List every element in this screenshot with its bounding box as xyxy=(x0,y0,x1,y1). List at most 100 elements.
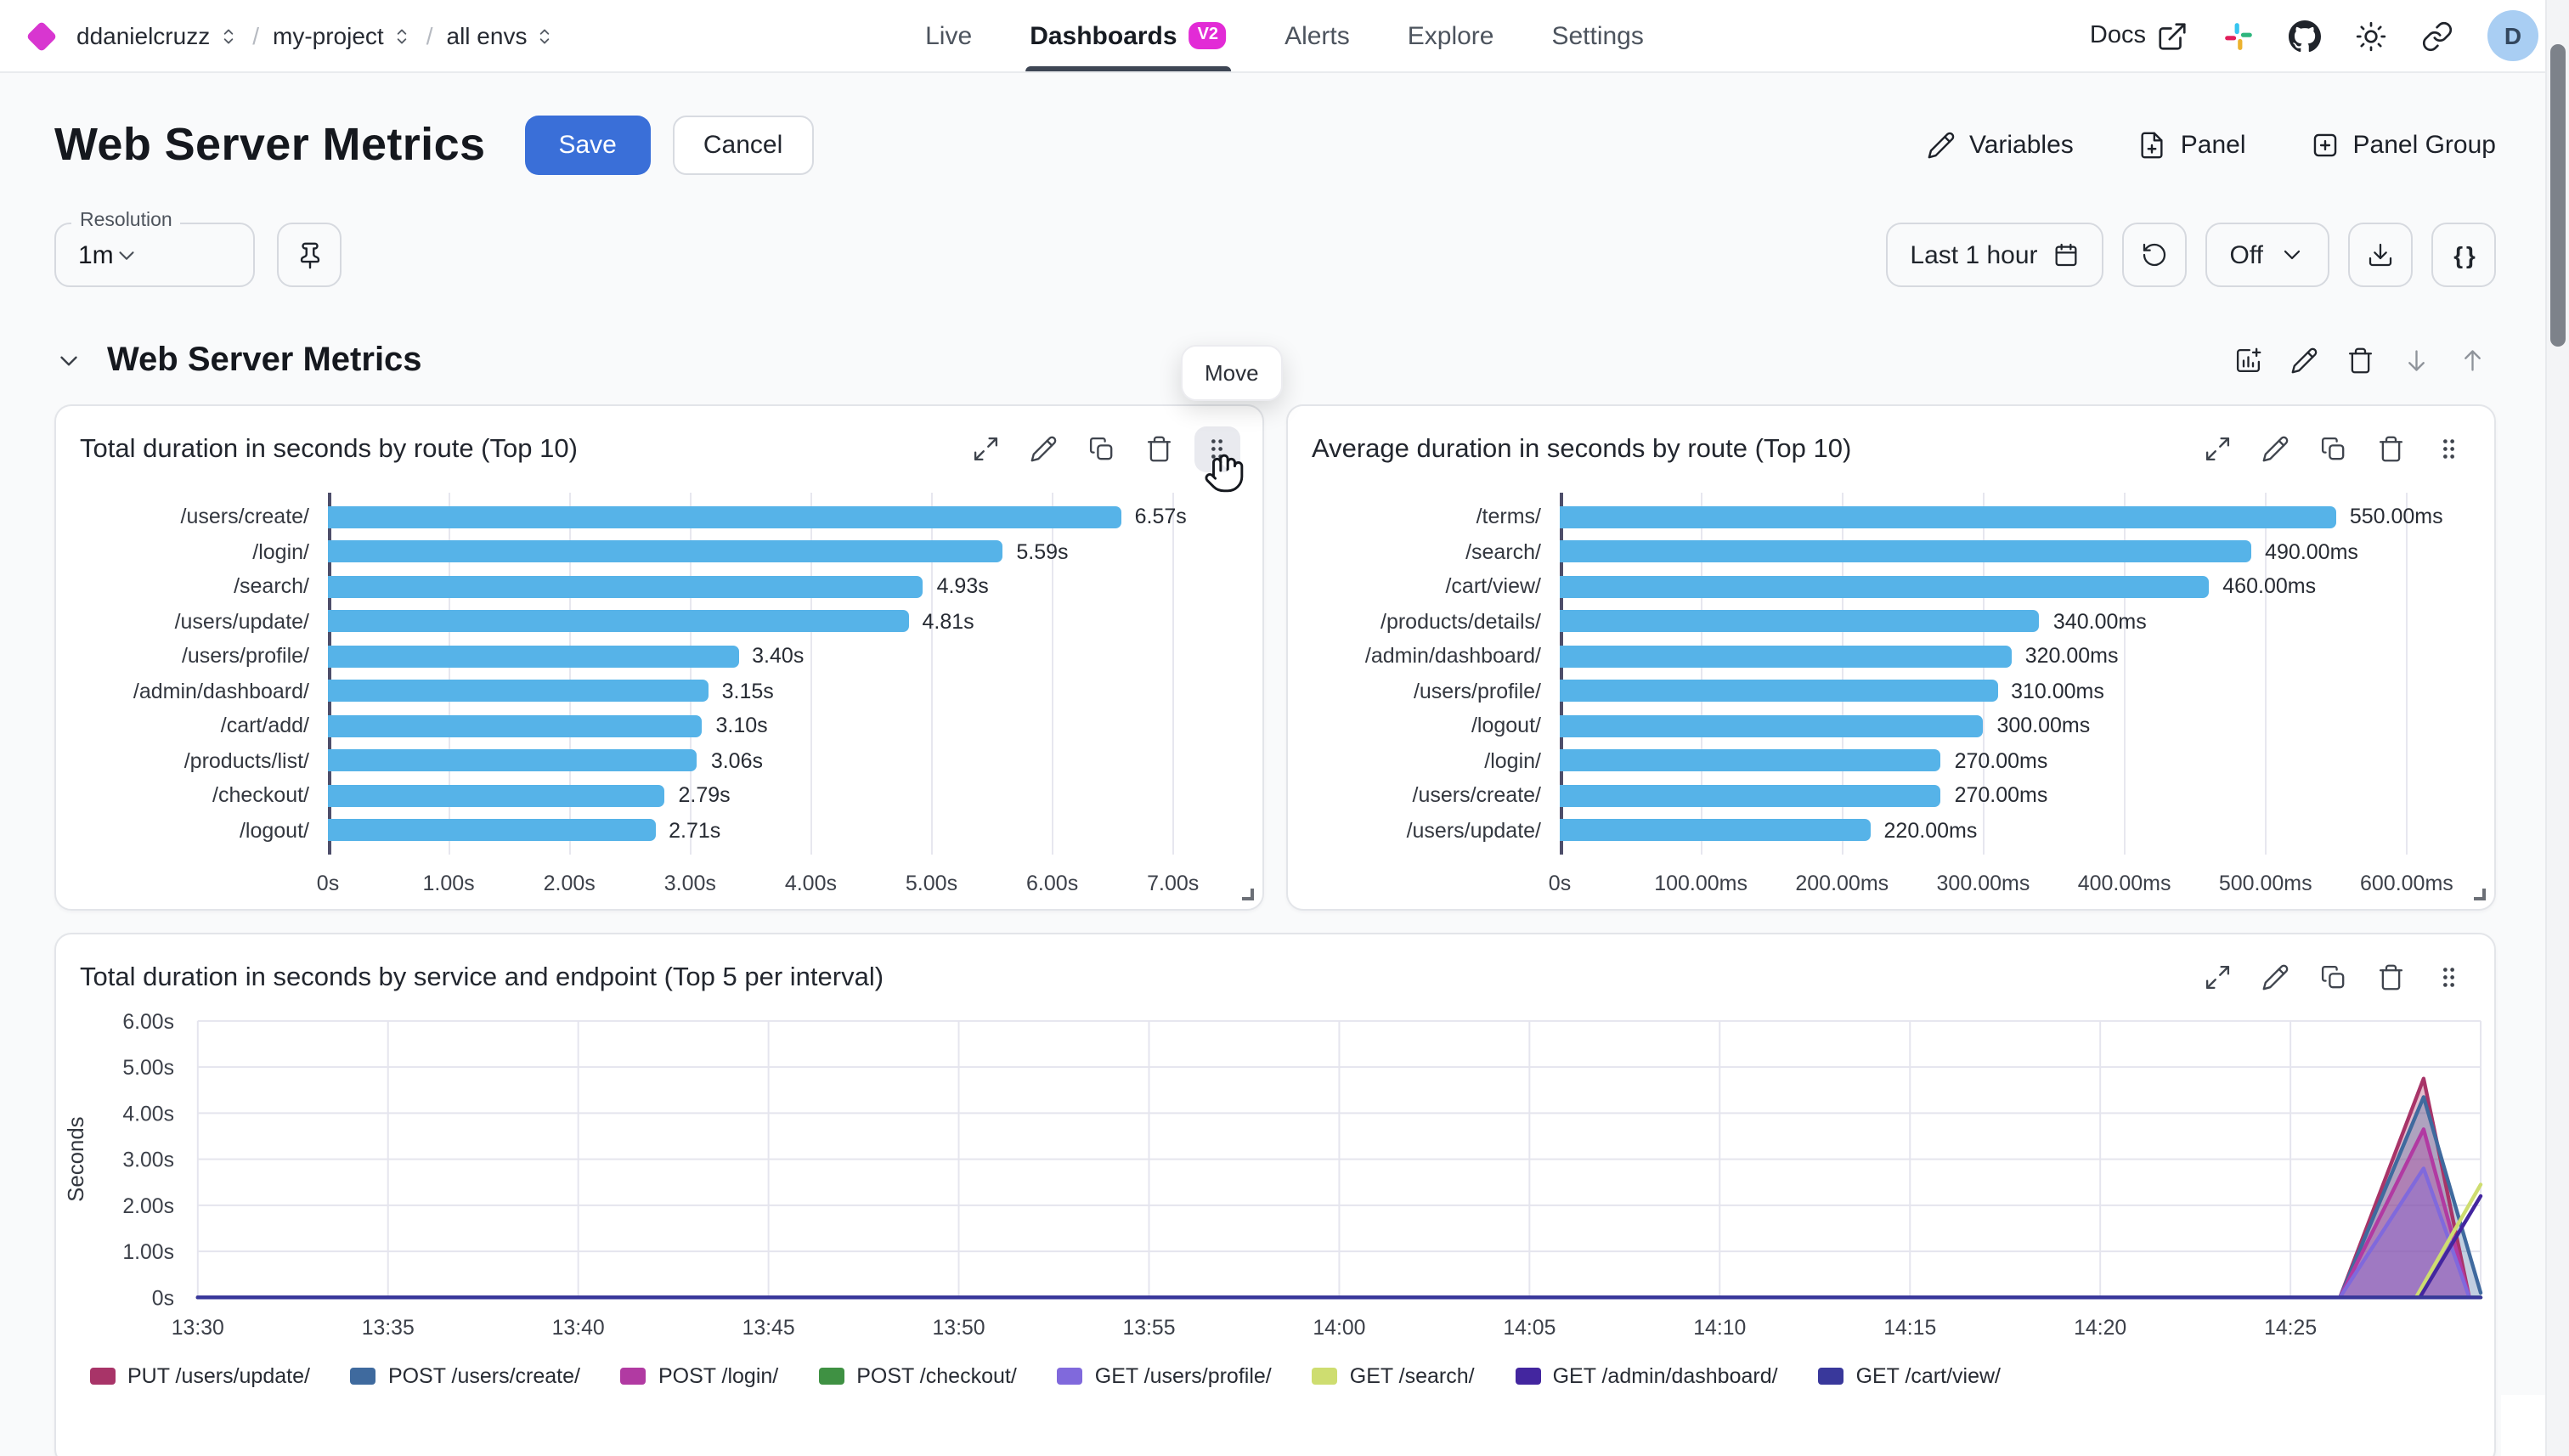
external-link-icon xyxy=(2156,20,2188,52)
bar-value-label: 270.00ms xyxy=(1954,748,2048,773)
avatar[interactable]: D xyxy=(2487,10,2538,61)
x-axis-tick: 300.00ms xyxy=(1936,872,2030,895)
auto-refresh-select[interactable]: Off xyxy=(2205,223,2329,287)
move-group-down-icon[interactable] xyxy=(2394,338,2440,384)
bar-value-label: 220.00ms xyxy=(1883,818,1978,843)
svg-text:13:30: 13:30 xyxy=(172,1317,224,1340)
x-axis-tick: 1.00s xyxy=(422,872,475,895)
legend-label: GET /admin/dashboard/ xyxy=(1552,1364,1778,1389)
resolution-select[interactable]: Resolution 1m xyxy=(54,211,255,287)
breadcrumb-env[interactable]: all envs xyxy=(447,22,556,49)
bar-category-label: /admin/dashboard/ xyxy=(1364,644,1541,669)
time-range-button[interactable]: Last 1 hour xyxy=(1886,223,2104,287)
x-axis-tick: 500.00ms xyxy=(2218,872,2312,895)
breadcrumb-org[interactable]: ddanielcruzz xyxy=(76,22,239,49)
bar-value-label: 2.79s xyxy=(678,783,731,808)
legend-item[interactable]: GET /search/ xyxy=(1312,1365,1475,1389)
docs-label: Docs xyxy=(2089,22,2146,49)
x-axis: 0s 1.00s 2.00s 3.00s 4.00s 5.00s 6.00s 7.00s xyxy=(317,858,1245,902)
delete-group-icon[interactable] xyxy=(2338,338,2384,384)
edit-group-icon[interactable] xyxy=(2282,338,2328,384)
docs-link[interactable]: Docs xyxy=(2090,20,2188,52)
tab-settings[interactable]: Settings xyxy=(1551,0,1643,71)
expand-icon[interactable] xyxy=(2195,955,2241,1001)
bar-category-label: /users/create/ xyxy=(1412,783,1541,808)
variables-button[interactable]: Variables xyxy=(1927,131,2074,160)
panel-actions xyxy=(2195,426,2472,472)
bar xyxy=(1560,575,2210,598)
bar-category-label: /logout/ xyxy=(239,818,309,843)
pin-button[interactable] xyxy=(277,223,342,287)
theme-sun-icon[interactable] xyxy=(2355,20,2387,52)
breadcrumb-separator: / xyxy=(426,22,433,49)
legend-item[interactable]: GET /admin/dashboard/ xyxy=(1515,1364,1778,1389)
refresh-button[interactable] xyxy=(2122,223,2188,287)
add-panel-group-button[interactable]: Panel Group xyxy=(2311,131,2496,160)
bar xyxy=(1560,819,1871,842)
bar-category-label: /users/profile/ xyxy=(181,644,309,669)
duplicate-panel-icon[interactable] xyxy=(2311,955,2357,1001)
bar xyxy=(328,575,923,598)
bar-value-label: 460.00ms xyxy=(2222,574,2317,599)
bar-category-label: /users/create/ xyxy=(180,505,309,529)
chevron-down-icon xyxy=(2278,241,2306,268)
slack-icon[interactable] xyxy=(2222,20,2255,52)
panel-resize-handle[interactable] xyxy=(1242,889,1254,900)
github-icon[interactable] xyxy=(2289,20,2321,52)
edit-panel-icon[interactable] xyxy=(2253,426,2299,472)
legend-swatch xyxy=(1818,1368,1844,1385)
drag-handle-icon[interactable] xyxy=(2426,426,2472,472)
download-button[interactable] xyxy=(2348,223,2413,287)
legend-item[interactable]: POST /checkout/ xyxy=(819,1365,1017,1389)
tab-alerts[interactable]: Alerts xyxy=(1284,0,1350,71)
legend-item[interactable]: POST /users/create/ xyxy=(350,1365,580,1389)
edit-panel-icon[interactable] xyxy=(1021,426,1067,472)
scrollbar-thumb[interactable] xyxy=(2549,44,2565,347)
json-button[interactable]: { } xyxy=(2431,223,2496,287)
cancel-button[interactable]: Cancel xyxy=(672,116,814,175)
variables-label: Variables xyxy=(1968,131,2074,160)
legend-swatch xyxy=(1312,1368,1338,1385)
expand-icon[interactable] xyxy=(963,426,1009,472)
legend-item[interactable]: POST /login/ xyxy=(620,1365,778,1389)
legend-item[interactable]: GET /cart/view/ xyxy=(1818,1365,2001,1389)
x-axis-tick: 2.00s xyxy=(543,872,596,895)
bar-category-label: /users/update/ xyxy=(174,609,309,634)
delete-panel-icon[interactable] xyxy=(2369,426,2414,472)
share-link-icon[interactable] xyxy=(2421,20,2453,52)
panel-average-duration-by-route: Average duration in seconds by route (To… xyxy=(1286,404,2496,911)
panel-actions xyxy=(963,426,1240,472)
svg-text:13:50: 13:50 xyxy=(933,1317,985,1340)
delete-panel-icon[interactable] xyxy=(1137,426,1183,472)
tab-dashboards[interactable]: Dashboards V2 xyxy=(1025,0,1232,71)
main-nav-tabs: Live Dashboards V2 Alerts Explore Settings xyxy=(925,0,1644,71)
bar-category-label: /login/ xyxy=(252,539,309,564)
panel-title: Total duration in seconds by service and… xyxy=(80,962,884,991)
legend-item[interactable]: GET /users/profile/ xyxy=(1057,1365,1272,1389)
collapse-chevron-icon[interactable] xyxy=(54,347,83,375)
svg-text:14:00: 14:00 xyxy=(1313,1317,1365,1340)
delete-panel-icon[interactable] xyxy=(2369,955,2414,1001)
add-panel-button[interactable]: Panel xyxy=(2138,131,2246,160)
drag-handle-icon[interactable] xyxy=(2426,955,2472,1001)
save-button[interactable]: Save xyxy=(524,116,651,175)
panel-resize-handle[interactable] xyxy=(2474,889,2486,900)
panel-title: Total duration in seconds by route (Top … xyxy=(80,434,578,463)
duplicate-panel-icon[interactable] xyxy=(2311,426,2357,472)
time-controls: Last 1 hour Off { } xyxy=(1886,223,2496,287)
legend-item[interactable]: PUT /users/update/ xyxy=(90,1365,310,1389)
svg-text:14:20: 14:20 xyxy=(2074,1317,2126,1340)
svg-text:14:25: 14:25 xyxy=(2264,1317,2317,1340)
expand-icon[interactable] xyxy=(2195,426,2241,472)
add-chart-icon[interactable] xyxy=(2226,338,2272,384)
breadcrumb-project[interactable]: my-project xyxy=(273,22,413,49)
chart-legend: PUT /users/update/POST /users/create/POS… xyxy=(56,1358,2494,1406)
duplicate-panel-icon[interactable] xyxy=(1079,426,1125,472)
tab-explore[interactable]: Explore xyxy=(1408,0,1494,71)
scrollbar-track[interactable] xyxy=(2545,0,2569,1456)
bar xyxy=(1560,505,2336,528)
move-group-up-icon[interactable] xyxy=(2450,338,2496,384)
tab-live[interactable]: Live xyxy=(925,0,972,71)
edit-panel-icon[interactable] xyxy=(2253,955,2299,1001)
x-axis-tick: 5.00s xyxy=(905,872,958,895)
